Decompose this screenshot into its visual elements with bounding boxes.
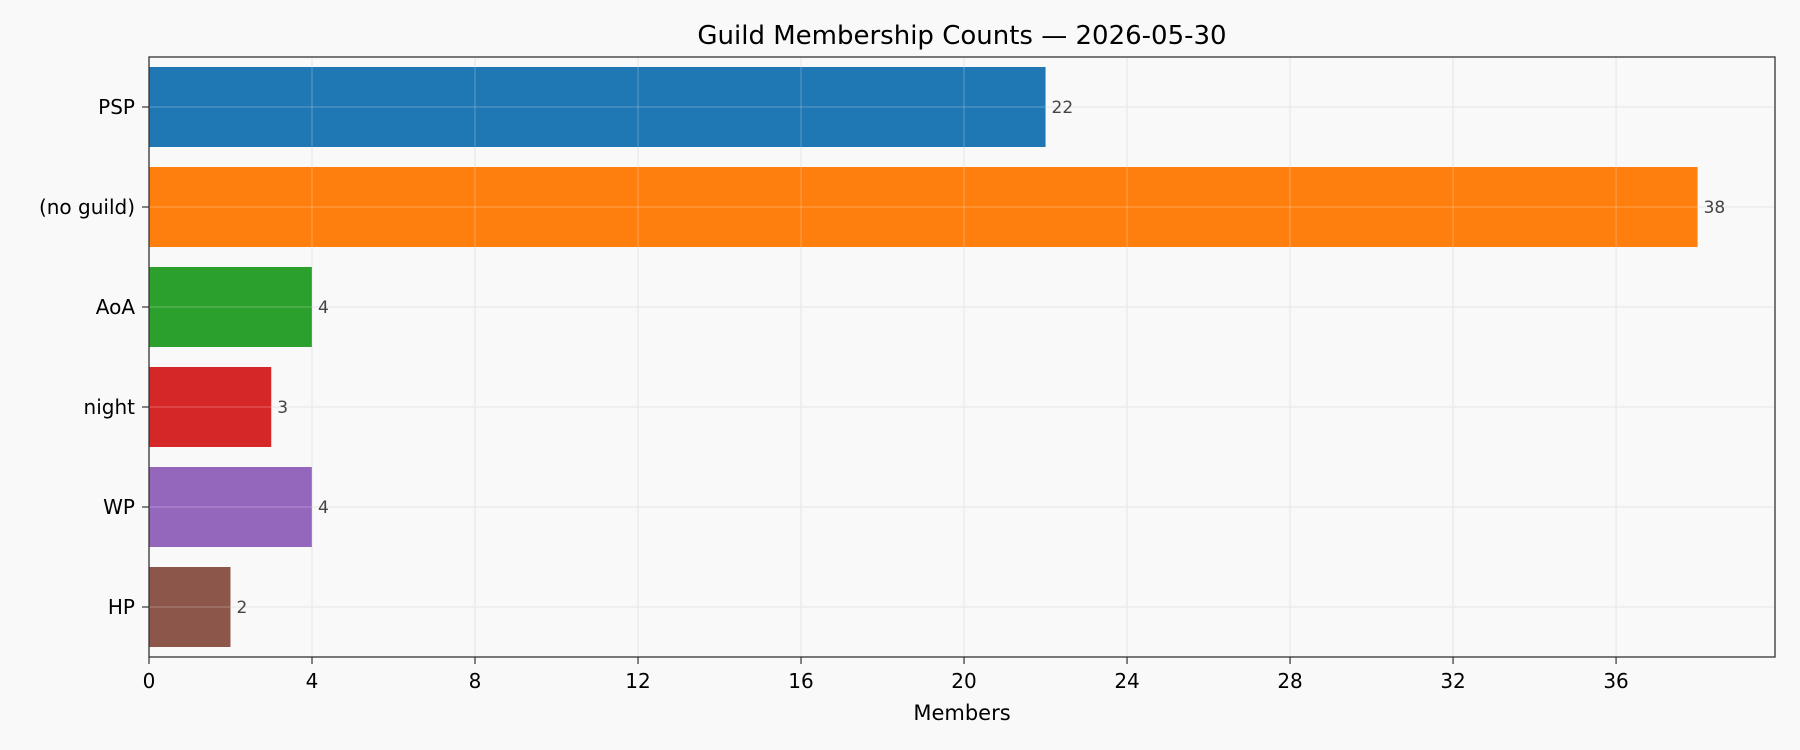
bar-night xyxy=(149,367,272,447)
y-tick-label: WP xyxy=(103,495,135,519)
x-tick-label: 16 xyxy=(788,669,813,693)
x-tick-label: 36 xyxy=(1603,669,1628,693)
x-tick-label: 0 xyxy=(143,669,156,693)
bar-hp xyxy=(149,567,231,647)
x-tick-label: 28 xyxy=(1277,669,1302,693)
bar-wp xyxy=(149,467,313,547)
bar-value-labels: 22 38 4 3 4 2 xyxy=(237,98,1726,618)
x-axis-ticks: 0 4 8 12 16 20 24 28 32 36 xyxy=(143,657,1629,693)
bar-no-guild xyxy=(149,167,1698,247)
plot-frame xyxy=(148,56,1776,658)
y-tick-label: (no guild) xyxy=(39,195,135,219)
bar-value-label: 2 xyxy=(237,598,248,618)
x-tick-label: 4 xyxy=(306,669,319,693)
grid-overlay xyxy=(148,57,1775,657)
bar-value-label: 38 xyxy=(1704,198,1726,218)
bar-value-label: 4 xyxy=(318,298,329,318)
bar-value-label: 22 xyxy=(1052,98,1074,118)
x-axis-label: Members xyxy=(913,701,1010,725)
y-tick-label: PSP xyxy=(98,95,135,119)
y-tick-label: HP xyxy=(108,595,135,619)
y-axis-ticks: PSP (no guild) AoA night WP HP xyxy=(39,95,149,619)
y-tick-label: AoA xyxy=(96,295,136,319)
bar-aoa xyxy=(149,267,313,347)
x-tick-label: 32 xyxy=(1440,669,1465,693)
bar-psp xyxy=(149,67,1046,147)
x-tick-label: 12 xyxy=(625,669,650,693)
x-tick-label: 8 xyxy=(469,669,482,693)
y-tick-label: night xyxy=(84,395,136,419)
bar-value-label: 4 xyxy=(318,498,329,518)
x-tick-label: 20 xyxy=(951,669,976,693)
x-tick-label: 24 xyxy=(1114,669,1139,693)
bar-value-label: 3 xyxy=(277,398,288,418)
chart-title: Guild Membership Counts — 2026-05-30 xyxy=(697,21,1226,51)
bars xyxy=(149,67,1698,647)
